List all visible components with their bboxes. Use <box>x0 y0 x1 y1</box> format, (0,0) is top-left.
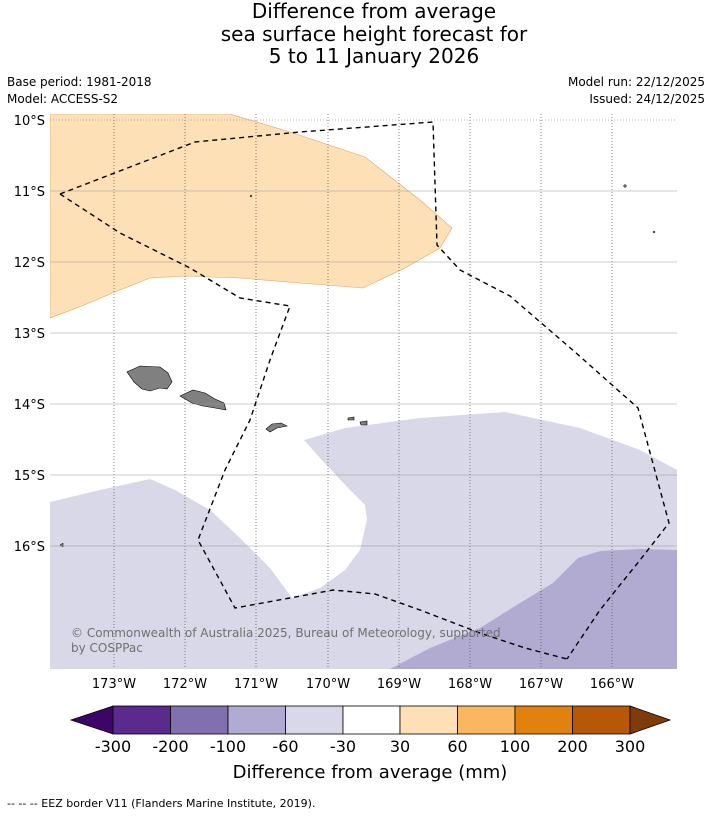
title-line-3: 5 to 11 January 2026 <box>268 44 480 68</box>
latitude-gridlines <box>50 119 677 547</box>
longitude-axis: 173°W 172°W 171°W 170°W 169°W 168°W 167°… <box>92 677 634 692</box>
lon-label: 170°W <box>306 677 350 692</box>
colorbar-bin <box>227 705 286 735</box>
colorbar: -300 -200 -100 -60 -30 30 60 100 200 300… <box>69 705 672 783</box>
longitude-gridlines <box>113 114 613 669</box>
lat-label: 10°S <box>14 114 45 129</box>
islet-rose <box>652 230 656 234</box>
meta-left: Base period: 1981-2018 Model: ACCESS-S2 <box>7 74 152 108</box>
colorbar-bin <box>342 705 401 735</box>
colorbar-tick: -60 <box>272 737 298 756</box>
lat-label: 15°S <box>14 469 45 484</box>
colorbar-tick: -100 <box>210 737 246 756</box>
colorbar-bin <box>457 705 516 735</box>
lon-label: 172°W <box>163 677 207 692</box>
title-line-1: Difference from average <box>251 0 497 23</box>
islet-nw <box>249 194 253 198</box>
colorbar-bin <box>572 705 631 735</box>
land-masses <box>59 184 656 548</box>
colorbar-bin <box>285 705 344 735</box>
colorbar-extend-high <box>629 705 672 735</box>
lon-label: 166°W <box>590 677 634 692</box>
model-run: Model run: 22/12/2025 <box>567 75 705 89</box>
meta-right: Model run: 22/12/2025 Issued: 24/12/2025 <box>568 74 705 108</box>
colorbar-title: Difference from average (mm) <box>233 762 508 783</box>
base-period: Base period: 1981-2018 <box>7 75 152 89</box>
colorbar-tick: 100 <box>500 737 531 756</box>
lat-label: 14°S <box>14 398 45 413</box>
copyright-line-2: by COSPPac <box>71 641 143 655</box>
colorbar-tick: 30 <box>390 737 410 756</box>
colorbar-tick: 300 <box>615 737 646 756</box>
lon-label: 167°W <box>519 677 563 692</box>
issued-date: Issued: 24/12/2025 <box>589 92 705 106</box>
island-tau <box>359 420 368 426</box>
lon-label: 169°W <box>377 677 421 692</box>
lat-label: 13°S <box>14 327 45 342</box>
islet-swains <box>623 184 627 188</box>
lon-label: 171°W <box>234 677 278 692</box>
lon-label: 173°W <box>92 677 136 692</box>
colorbar-tick: 200 <box>557 737 588 756</box>
copyright-line-1: © Commonwealth of Australia 2025, Bureau… <box>71 626 501 640</box>
colorbar-tick: -200 <box>152 737 188 756</box>
colorbar-bin <box>514 705 573 735</box>
lat-label: 12°S <box>14 256 45 271</box>
lat-label: 11°S <box>14 185 45 200</box>
island-tutuila <box>265 422 288 433</box>
colorbar-extend-low <box>69 705 114 735</box>
eez-legend-footer: -- -- -- EEZ border V11 (Flanders Marine… <box>7 797 316 810</box>
latitude-axis: 10°S 11°S 12°S 13°S 14°S 15°S 16°S <box>14 114 45 555</box>
colorbar-tick: 60 <box>447 737 467 756</box>
lon-label: 168°W <box>448 677 492 692</box>
colorbar-bin <box>399 705 458 735</box>
colorbar-tick: -30 <box>330 737 356 756</box>
island-savaii <box>126 365 173 392</box>
anomaly-positive-30-60 <box>50 114 453 319</box>
anomaly-negative-60-100 <box>390 549 677 669</box>
map-area <box>50 114 677 669</box>
colorbar-bin <box>170 705 229 735</box>
copyright-notice: © Commonwealth of Australia 2025, Bureau… <box>71 626 501 656</box>
colorbar-bin <box>112 705 171 735</box>
eez-border-american-samoa <box>59 121 670 660</box>
chart-title: Difference from average sea surface heig… <box>0 0 713 68</box>
model-name: Model: ACCESS-S2 <box>7 92 119 106</box>
colorbar-tick: -300 <box>95 737 131 756</box>
island-upolu <box>179 389 227 411</box>
island-ofu <box>347 416 355 421</box>
title-line-2: sea surface height forecast for <box>220 21 528 46</box>
lat-label: 16°S <box>14 540 45 555</box>
